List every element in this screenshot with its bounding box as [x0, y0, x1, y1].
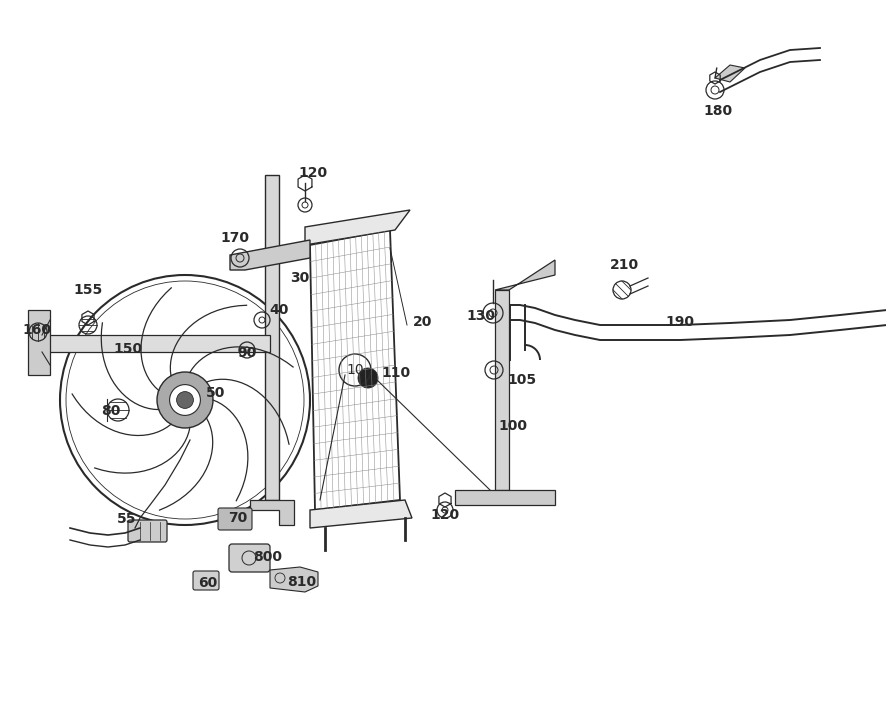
Text: 150: 150 [113, 342, 142, 356]
Text: 210: 210 [610, 258, 639, 272]
FancyBboxPatch shape [229, 544, 269, 572]
Text: 130: 130 [465, 309, 494, 323]
Text: 120: 120 [298, 166, 327, 180]
Polygon shape [305, 210, 409, 245]
Text: 10: 10 [346, 363, 363, 377]
Text: 160: 160 [22, 323, 51, 337]
Text: 55: 55 [117, 512, 136, 526]
Circle shape [169, 385, 200, 415]
Text: 810: 810 [287, 575, 315, 589]
Text: 120: 120 [430, 508, 459, 522]
Text: 110: 110 [381, 366, 409, 380]
Text: 60: 60 [198, 576, 217, 590]
Polygon shape [494, 290, 509, 490]
Text: 20: 20 [413, 315, 431, 329]
Text: 800: 800 [253, 550, 282, 564]
Text: 70: 70 [228, 511, 247, 525]
Circle shape [358, 368, 377, 388]
Text: 90: 90 [237, 346, 256, 360]
Polygon shape [494, 260, 555, 290]
Text: 180: 180 [703, 104, 731, 118]
Text: 80: 80 [101, 404, 120, 418]
Text: 190: 190 [664, 315, 693, 329]
Polygon shape [455, 490, 555, 505]
Polygon shape [714, 65, 744, 82]
FancyBboxPatch shape [193, 571, 219, 590]
Polygon shape [309, 500, 411, 528]
FancyBboxPatch shape [218, 508, 252, 530]
Text: 100: 100 [497, 419, 526, 433]
Polygon shape [265, 175, 279, 500]
Polygon shape [269, 567, 318, 592]
Polygon shape [229, 240, 309, 270]
Text: 40: 40 [268, 303, 288, 317]
Circle shape [157, 372, 213, 428]
FancyBboxPatch shape [128, 520, 167, 542]
Circle shape [176, 392, 193, 409]
Polygon shape [250, 500, 293, 525]
Polygon shape [28, 310, 50, 375]
Polygon shape [42, 335, 269, 352]
Text: 170: 170 [220, 231, 249, 245]
Text: 50: 50 [206, 386, 225, 400]
Text: 30: 30 [290, 271, 309, 285]
Text: 155: 155 [73, 283, 102, 297]
Text: 105: 105 [507, 373, 535, 387]
